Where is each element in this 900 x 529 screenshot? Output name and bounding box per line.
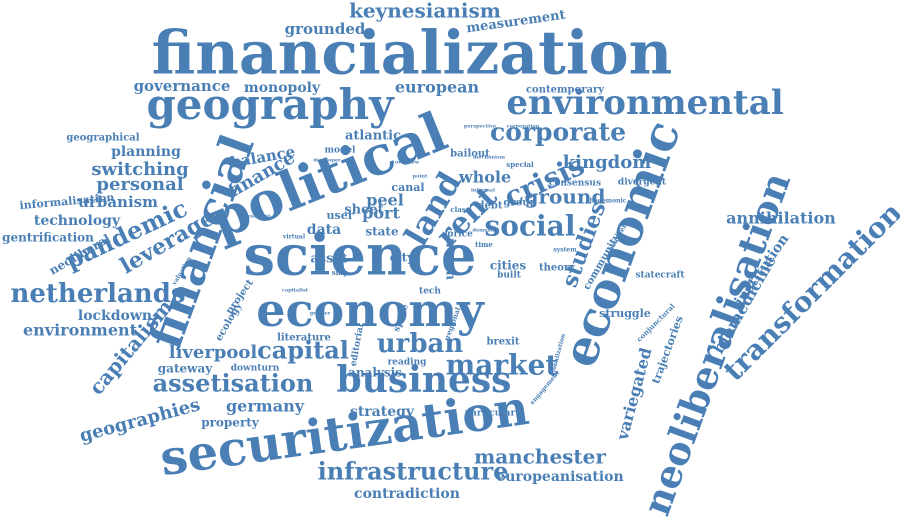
word-tech: tech <box>419 287 441 297</box>
word-special: special <box>506 160 534 169</box>
word-particular: particular <box>465 409 516 419</box>
word-netherlands: netherlands <box>10 279 185 309</box>
word-lockdown: lockdown <box>78 308 152 324</box>
word-strategy: strategy <box>350 404 415 420</box>
word-ground: ground <box>525 185 606 209</box>
word-contemporary: contemporary <box>526 85 605 96</box>
word-variegated: variegated <box>612 346 655 443</box>
word-debt: debt <box>478 201 503 212</box>
word-business: business <box>337 359 512 401</box>
word-europeanisation: europeanisation <box>496 469 623 485</box>
word-port: port <box>362 204 400 223</box>
word-monopoly: monopoly <box>244 80 321 96</box>
word-personal: personal <box>96 174 183 195</box>
word-environment: environment <box>23 321 138 340</box>
word-grounded: grounded <box>285 20 366 38</box>
word-environmental: environmental <box>506 83 783 123</box>
word-economy: economy <box>256 283 485 337</box>
word-bailout: bailout <box>450 149 490 160</box>
word-developer: developer <box>313 158 341 164</box>
word-financialization: financialization <box>152 19 673 89</box>
word-cities: cities <box>490 259 527 273</box>
word-geographical: geographical <box>66 133 139 144</box>
word-model: model <box>325 146 357 156</box>
word-corporation: corporation <box>507 124 540 130</box>
word-science: science <box>244 223 477 289</box>
word-liverpool: liverpool <box>169 342 258 363</box>
word-consensus: consensus <box>549 179 601 189</box>
word-virtual: virtual <box>282 234 306 241</box>
word-investment: investment <box>239 214 271 220</box>
word-union: union <box>443 237 458 280</box>
word-keynesianism: keynesianism <box>349 0 501 23</box>
word-annihilation: annihilation <box>726 209 836 228</box>
word-point: point <box>413 174 428 180</box>
word-divergent: divergent <box>618 178 667 188</box>
word-switching: switching <box>91 159 189 180</box>
word-technology: technology <box>34 213 121 229</box>
word-group: group <box>503 198 536 209</box>
word-property: property <box>201 416 260 430</box>
word-gentrification: gentrification <box>2 231 94 245</box>
word-analysis: analysis <box>348 366 402 380</box>
word-statecraft: statecraft <box>635 271 685 281</box>
word-time: time <box>475 240 493 249</box>
word-overview: overview <box>395 160 420 166</box>
word-data: data <box>307 222 341 238</box>
word-geography: geography <box>146 80 395 129</box>
word-ship: ship <box>332 268 349 277</box>
word-informal: informal <box>471 188 495 194</box>
word-canal: canal <box>391 181 424 194</box>
word-european: european <box>395 78 480 97</box>
word-urbanism: urbanism <box>78 193 158 211</box>
word-mechanism: mechanism <box>473 155 506 161</box>
word-kingdom: kingdom <box>563 152 652 173</box>
word-price: price <box>447 230 473 240</box>
word-peel: peel <box>366 191 404 210</box>
word-class: class <box>450 205 469 214</box>
word-gateway: gateway <box>158 362 213 376</box>
word-state: state <box>365 225 399 239</box>
word-perspective: perspective <box>464 124 496 130</box>
word-brexit: brexit <box>486 337 519 348</box>
word-capital: capital <box>257 336 349 365</box>
word-hegemonic: hegemonic <box>590 198 627 205</box>
word-system: system <box>553 247 577 254</box>
word-greater: greater <box>310 311 331 317</box>
word-reading: reading <box>388 358 428 368</box>
word-assetisation: assetisation <box>153 369 314 398</box>
word-downturn: downturn <box>231 364 280 374</box>
word-domestic: domestic <box>472 228 497 234</box>
word-planning: planning <box>111 144 181 160</box>
word-literature: literature <box>277 333 331 344</box>
word-whole: whole <box>458 168 511 187</box>
word-capitalist: capitalist <box>282 288 309 294</box>
word-corporate: corporate <box>490 118 626 147</box>
word-germany: germany <box>226 397 305 416</box>
word-city: city <box>390 251 415 265</box>
word-social: social <box>485 210 576 243</box>
word-market: market <box>446 349 559 382</box>
word-struggle: struggle <box>599 307 651 320</box>
word-infrastructure: infrastructure <box>318 457 509 486</box>
word-sheet: sheet <box>344 203 383 218</box>
word-contradiction: contradiction <box>354 486 460 502</box>
word-user: user <box>327 209 354 222</box>
word-governance: governance <box>134 77 231 95</box>
word-manchester: manchester <box>474 445 606 469</box>
word-theory: theory <box>539 263 576 274</box>
word-built: built <box>497 271 522 281</box>
word-atlantic: atlantic <box>345 129 401 144</box>
word-urban: urban <box>377 329 464 359</box>
word-asset: asset <box>310 252 347 267</box>
